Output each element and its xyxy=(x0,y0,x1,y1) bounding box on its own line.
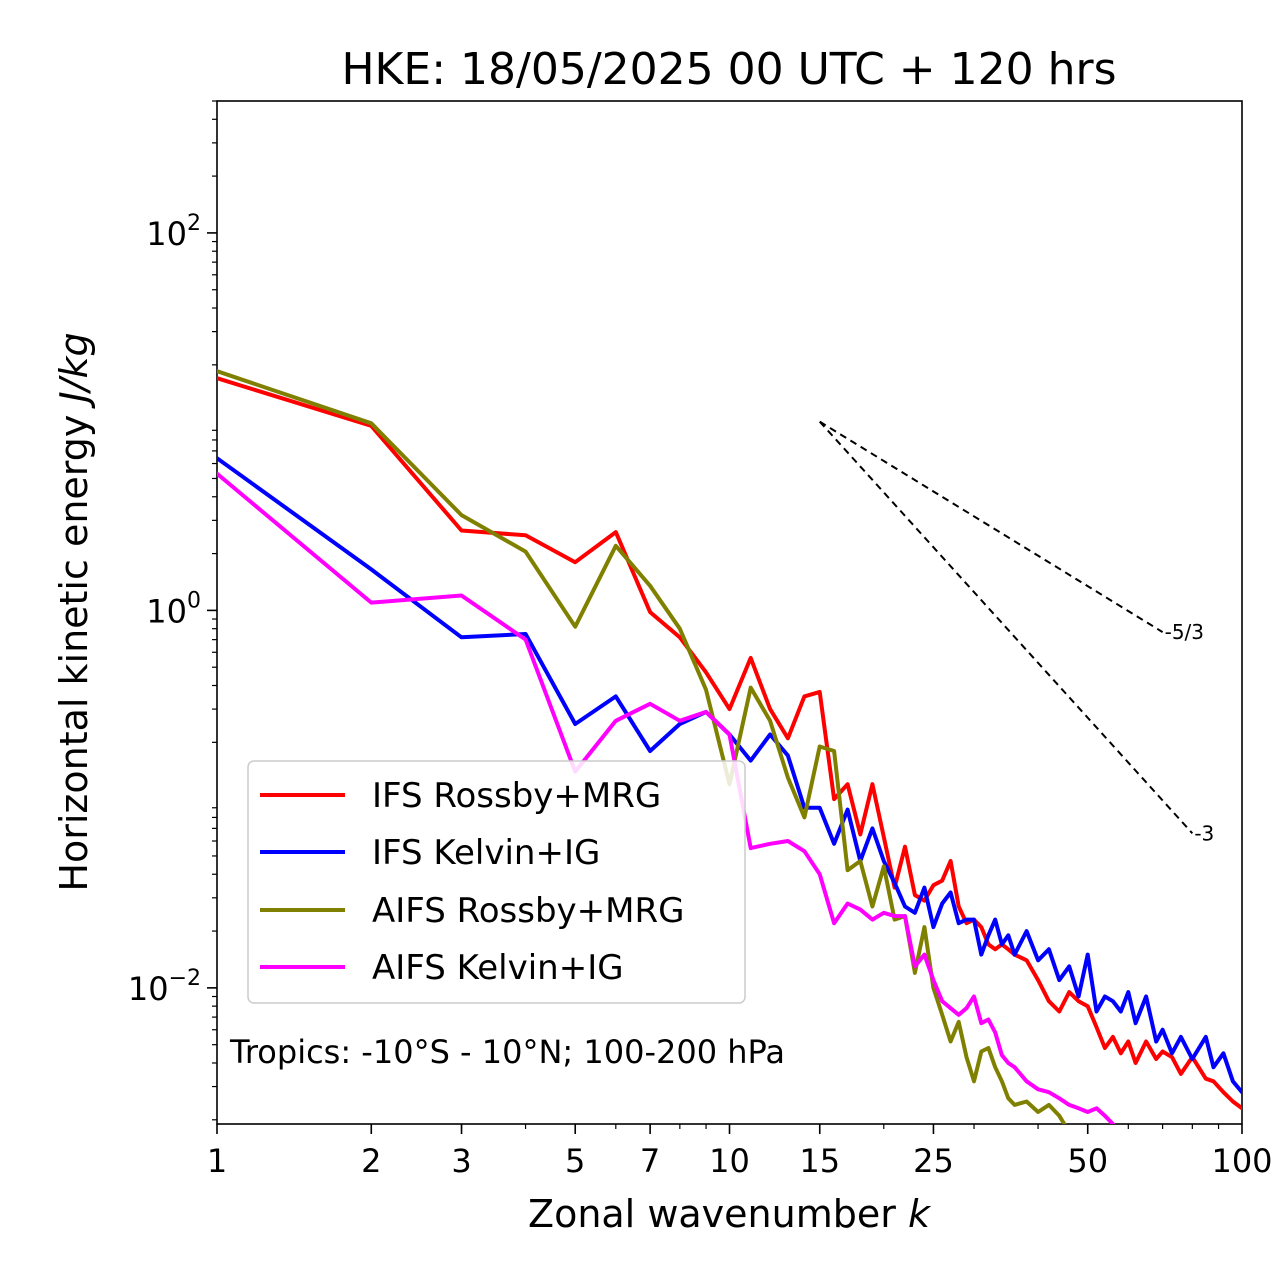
x-tick-label: 5 xyxy=(565,1142,585,1180)
x-tick-label: 15 xyxy=(799,1142,840,1180)
reference-slopes xyxy=(819,420,1194,834)
y-tick-label: 100 xyxy=(146,588,201,630)
legend-label-ifs-kelvin: IFS Kelvin+IG xyxy=(372,833,600,873)
legend-label-ifs-rossby: IFS Rossby+MRG xyxy=(372,776,661,816)
series-lines xyxy=(217,369,1242,1124)
x-tick-label: 10 xyxy=(709,1142,750,1180)
slope-line xyxy=(819,420,1164,633)
legend: IFS Rossby+MRG IFS Kelvin+IG AIFS Rossby… xyxy=(247,760,746,1004)
legend-box xyxy=(247,760,746,1004)
y-tick-label: 102 xyxy=(146,211,201,253)
slope-label: -3 xyxy=(1194,821,1214,845)
x-tick-label: 7 xyxy=(640,1142,660,1180)
y-axis-label: Horizontal kinetic energy J/kg xyxy=(52,332,96,891)
series-line xyxy=(217,369,1067,1124)
chart-title: HKE: 18/05/2025 00 UTC + 120 hrs xyxy=(341,44,1116,95)
series-line xyxy=(217,456,1242,1095)
legend-label-aifs-kelvin: AIFS Kelvin+IG xyxy=(372,948,624,988)
axis-ticks: 1 2 3 5 7 10 15 25 50 100 10−2 100 102 xyxy=(128,100,1273,1180)
reference-slope-labels: -5/3 -3 xyxy=(1165,620,1215,845)
x-tick-label: 50 xyxy=(1067,1142,1108,1180)
series-line xyxy=(217,471,1115,1124)
x-tick-label: 1 xyxy=(207,1142,227,1180)
x-axis-label: Zonal wavenumber k xyxy=(528,1192,932,1236)
x-tick-label: 3 xyxy=(451,1142,471,1180)
y-tick-label: 10−2 xyxy=(128,966,201,1008)
legend-label-aifs-rossby: AIFS Rossby+MRG xyxy=(372,891,684,931)
x-tick-label: 100 xyxy=(1211,1142,1272,1180)
x-tick-label: 25 xyxy=(913,1142,954,1180)
x-tick-label: 2 xyxy=(361,1142,381,1180)
slope-line xyxy=(819,420,1194,834)
region-annotation: Tropics: -10°S - 10°N; 100-200 hPa xyxy=(229,1033,785,1071)
series-line xyxy=(217,376,1242,1111)
slope-label: -5/3 xyxy=(1165,620,1204,644)
